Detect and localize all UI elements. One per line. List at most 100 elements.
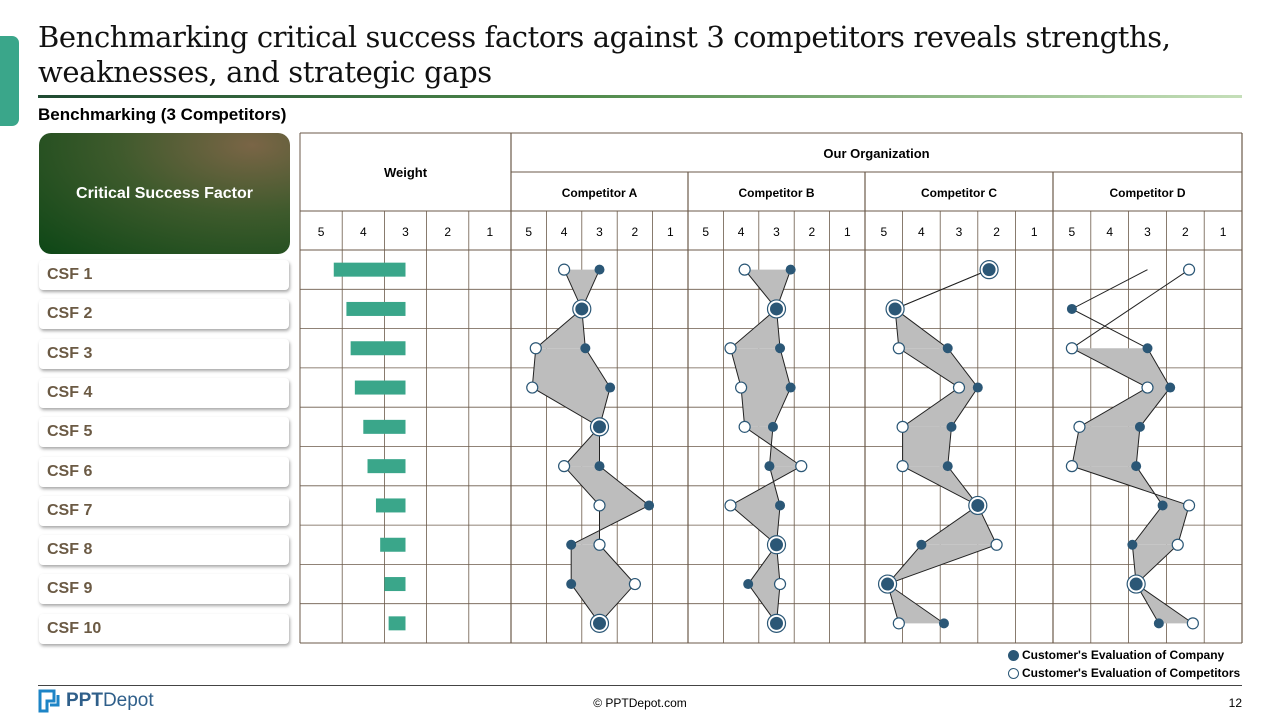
competitor-header: Competitor C [921, 186, 997, 200]
csf-row-label: CSF 3 [39, 338, 289, 369]
company-dot [593, 616, 606, 630]
gap-area [571, 584, 635, 624]
csf-row-label: CSF 9 [39, 574, 289, 605]
legend-company-label: Customer's Evaluation of Company [1022, 648, 1225, 662]
gap-area [902, 426, 952, 467]
company-dot [1129, 577, 1143, 591]
competitor-header: Competitor D [1110, 186, 1186, 200]
evaluation-line [570, 269, 650, 624]
company-dot [566, 539, 577, 550]
slide-title: Benchmarking critical success factors ag… [38, 20, 1171, 89]
company-dot [888, 302, 902, 316]
scale-label: 2 [632, 225, 639, 239]
company-dot [764, 461, 775, 472]
weight-bar [367, 459, 406, 474]
gap-area [532, 348, 611, 388]
company-dot [594, 461, 605, 472]
gap-area [535, 308, 586, 349]
company-dot [1165, 382, 1176, 393]
csf-row-label: CSF 10 [39, 613, 289, 644]
company-dot [605, 382, 616, 393]
scale-label: 1 [487, 225, 494, 239]
gap-area [564, 269, 600, 309]
legend-competitors-label: Customer's Evaluation of Competitors [1022, 666, 1241, 680]
competitor-dot [1073, 420, 1086, 433]
company-dot [881, 577, 895, 591]
competitor-dot [1186, 617, 1199, 630]
competitor-header: Competitor A [562, 186, 638, 200]
scale-label: 3 [773, 225, 780, 239]
competitor-dot [990, 538, 1003, 551]
company-dot [644, 500, 655, 511]
competitor-dot-icon [1008, 667, 1019, 679]
gap-area [748, 584, 781, 624]
company-dot [767, 421, 778, 432]
csf-row-label: CSF 2 [39, 299, 289, 330]
weight-bar [350, 341, 406, 356]
weight-bar [363, 419, 406, 434]
competitor-dot [526, 381, 539, 394]
company-dot [575, 302, 589, 316]
company-dot [594, 264, 605, 275]
competitor-dot [738, 263, 751, 276]
competitor-header: Competitor B [739, 186, 815, 200]
scale-label: 4 [918, 225, 925, 239]
scale-label: 5 [880, 225, 887, 239]
company-dot [938, 618, 949, 629]
legend-company: Customer's Evaluation of Company [1008, 648, 1224, 662]
weight-bar [384, 577, 406, 592]
company-dot [942, 461, 953, 472]
scale-label: 2 [993, 225, 1000, 239]
scale-label: 3 [956, 225, 963, 239]
weight-bar [375, 498, 406, 513]
scale-label: 1 [1031, 225, 1038, 239]
company-dot [1142, 343, 1153, 354]
company-dot [770, 538, 783, 552]
company-dot [1157, 500, 1168, 511]
weight-header: Weight [384, 165, 428, 180]
scale-label: 5 [525, 225, 532, 239]
csf-row-label: CSF 8 [39, 535, 289, 566]
company-dot [942, 343, 953, 354]
weight-bar [388, 616, 406, 631]
competitor-dot [773, 577, 787, 591]
weight-bar [346, 301, 406, 316]
competitor-dot [593, 499, 606, 512]
gap-area [532, 387, 611, 427]
company-dot [770, 616, 783, 630]
csf-row-label: CSF 6 [39, 456, 289, 487]
scale-label: 5 [702, 225, 709, 239]
gap-area [1132, 505, 1190, 545]
company-dot [982, 263, 996, 277]
company-dot [775, 500, 786, 511]
logo-text: PPTDepot [66, 690, 154, 711]
competitor-dot [724, 342, 737, 355]
gap-area [730, 505, 781, 545]
competitor-dot [892, 617, 905, 630]
competitor-dot [1065, 460, 1079, 473]
evaluation-line [747, 269, 792, 624]
scale-label: 4 [360, 225, 367, 239]
scale-label: 3 [596, 225, 603, 239]
company-dot [785, 264, 796, 275]
company-dot [566, 579, 577, 590]
gap-area [730, 308, 781, 349]
competitor-dot [738, 420, 751, 433]
company-dot [972, 382, 983, 393]
competitor-dot [795, 460, 808, 473]
scale-label: 1 [1220, 225, 1227, 239]
pptdepot-logo: PPTDepot [38, 689, 154, 713]
title-divider [38, 95, 1242, 98]
gap-area [571, 544, 635, 585]
copyright: © PPTDepot.com [593, 696, 687, 710]
org-header: Our Organization [823, 146, 929, 161]
company-dot [916, 539, 927, 550]
gap-area [1071, 348, 1171, 388]
scale-label: 1 [844, 225, 851, 239]
company-dot [743, 579, 754, 590]
competitor-dot [1182, 263, 1196, 276]
competitor-dot [892, 342, 905, 355]
company-dot [785, 382, 796, 393]
company-dot [1066, 303, 1077, 314]
